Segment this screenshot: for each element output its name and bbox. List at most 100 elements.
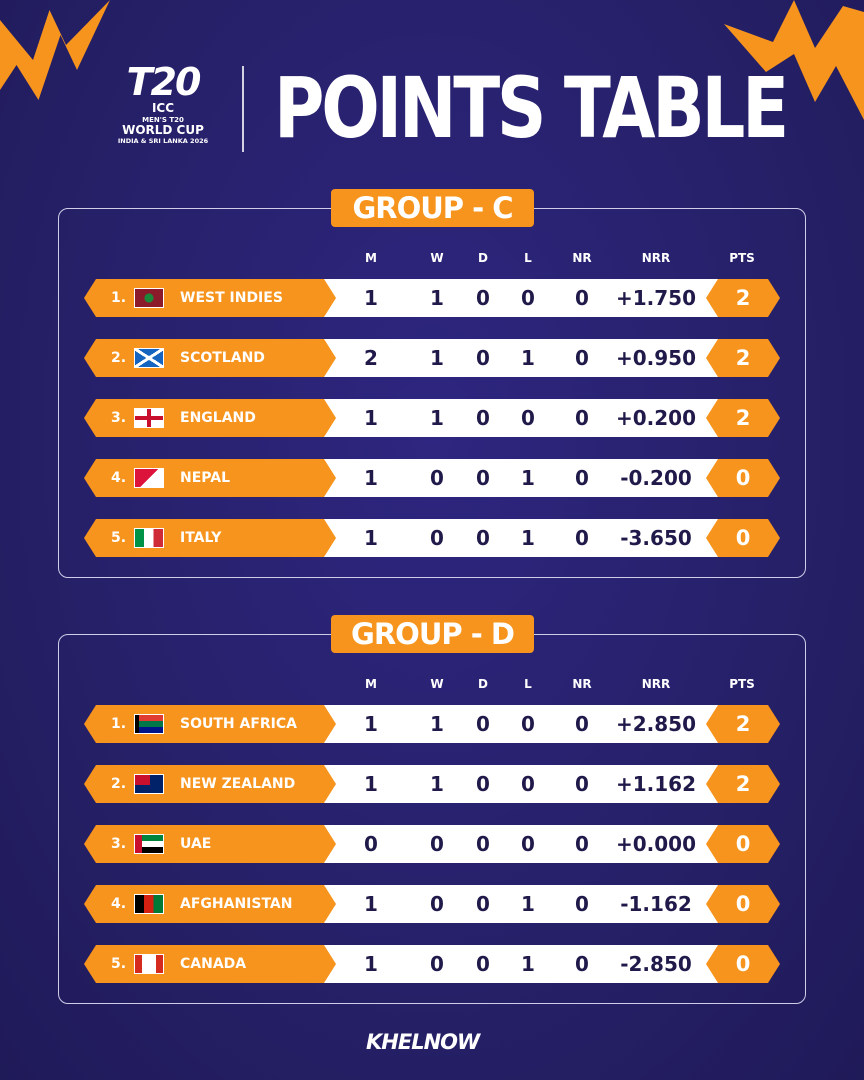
column-header: M [365, 677, 377, 691]
position: 5. [111, 956, 127, 972]
table-row: 5. ITALY 1 0 0 1 0 -3.650 0 [84, 519, 780, 557]
logo-mens: MEN'S T20 [142, 115, 184, 124]
cell-nr: 0 [575, 406, 589, 430]
logo-host: INDIA & SRI LANKA 2026 [117, 136, 209, 145]
stats-band [324, 765, 739, 803]
cell-d: 0 [476, 466, 490, 490]
team-name: SCOTLAND [180, 350, 265, 366]
cell-m: 1 [364, 952, 378, 976]
column-header: PTS [729, 251, 755, 265]
cell-m: 1 [364, 466, 378, 490]
cell-l: 1 [521, 346, 535, 370]
team-name: AFGHANISTAN [180, 896, 293, 912]
stats-band [324, 399, 739, 437]
stats-band [324, 339, 739, 377]
column-header: NR [572, 677, 592, 691]
cell-nr: 0 [575, 526, 589, 550]
cell-l: 0 [521, 772, 535, 796]
position: 4. [111, 896, 127, 912]
cell-nrr: +0.200 [615, 406, 697, 430]
khelnow-logo: KHELNOW [366, 1030, 480, 1054]
cell-d: 0 [476, 526, 490, 550]
cell-d: 0 [476, 892, 490, 916]
team-name: SOUTH AFRICA [180, 716, 297, 732]
cell-nr: 0 [575, 892, 589, 916]
points-badge: 2 [706, 705, 780, 743]
scotland-flag-icon [134, 348, 164, 368]
table-row: 1. WEST INDIES 1 1 0 0 0 +1.750 2 [84, 279, 780, 317]
cell-d: 0 [476, 286, 490, 310]
position: 5. [111, 530, 127, 546]
group-panel: GROUP - C M W D L NR NRR PTS 1. WEST INDIES 1 1 0… [58, 189, 806, 578]
cell-m: 1 [364, 526, 378, 550]
cell-w: 0 [430, 952, 444, 976]
stats-band [324, 519, 739, 557]
cell-nrr: +2.850 [615, 712, 697, 736]
position: 3. [111, 836, 127, 852]
cell-nrr: -2.850 [620, 952, 692, 976]
stats-band [324, 825, 739, 863]
column-header: PTS [729, 677, 755, 691]
position: 3. [111, 410, 127, 426]
table-row: 2. SCOTLAND 2 1 0 1 0 +0.950 2 [84, 339, 780, 377]
cell-d: 0 [476, 772, 490, 796]
cell-nr: 0 [575, 466, 589, 490]
cell-nrr: +1.162 [615, 772, 697, 796]
cell-w: 0 [430, 466, 444, 490]
cell-nr: 0 [575, 952, 589, 976]
points-badge: 2 [706, 765, 780, 803]
team-name: UAE [180, 836, 212, 852]
cell-nrr: +1.750 [615, 286, 697, 310]
table-row: 1. SOUTH AFRICA 1 1 0 0 0 +2.850 2 [84, 705, 780, 743]
logo-t20: T20 [126, 60, 202, 104]
team-band: 4. AFGHANISTAN [84, 885, 336, 923]
column-header: W [430, 251, 444, 265]
cell-l: 0 [521, 406, 535, 430]
header-divider [242, 66, 244, 152]
team-band: 3. ENGLAND [84, 399, 336, 437]
position: 4. [111, 470, 127, 486]
column-header: NRR [641, 677, 671, 691]
points-badge: 2 [706, 399, 780, 437]
column-header: L [524, 251, 532, 265]
cell-nrr: +0.950 [615, 346, 697, 370]
cell-w: 0 [430, 526, 444, 550]
cell-m: 1 [364, 892, 378, 916]
stats-band [324, 459, 739, 497]
cell-w: 1 [430, 712, 444, 736]
cell-nrr: -3.650 [620, 526, 692, 550]
team-band: 2. NEW ZEALAND [84, 765, 336, 803]
points-badge: 0 [706, 885, 780, 923]
south-africa-flag-icon [134, 714, 164, 734]
stats-band [324, 279, 739, 317]
table-row: 2. NEW ZEALAND 1 1 0 0 0 +1.162 2 [84, 765, 780, 803]
cell-w: 1 [430, 772, 444, 796]
position: 2. [111, 776, 127, 792]
group-title: GROUP - D [331, 615, 534, 653]
uae-flag-icon [134, 834, 164, 854]
cell-l: 1 [521, 952, 535, 976]
cell-d: 0 [476, 712, 490, 736]
team-name: WEST INDIES [180, 290, 283, 306]
cell-w: 0 [430, 892, 444, 916]
west-indies-flag-icon [134, 288, 164, 308]
cell-l: 0 [521, 712, 535, 736]
team-band: 1. WEST INDIES [84, 279, 336, 317]
cell-l: 1 [521, 526, 535, 550]
table-row: 5. CANADA 1 0 0 1 0 -2.850 0 [84, 945, 780, 983]
italy-flag-icon [134, 528, 164, 548]
logo-event: WORLD CUP [122, 122, 204, 137]
team-band: 2. SCOTLAND [84, 339, 336, 377]
cell-nr: 0 [575, 712, 589, 736]
cell-nr: 0 [575, 832, 589, 856]
cell-l: 0 [521, 832, 535, 856]
table-row: 3. ENGLAND 1 1 0 0 0 +0.200 2 [84, 399, 780, 437]
column-header: D [478, 677, 488, 691]
table-row: 4. AFGHANISTAN 1 0 0 1 0 -1.162 0 [84, 885, 780, 923]
cell-nrr: -1.162 [620, 892, 692, 916]
position: 2. [111, 350, 127, 366]
new-zealand-flag-icon [134, 774, 164, 794]
cell-m: 1 [364, 772, 378, 796]
column-header: NRR [641, 251, 671, 265]
cell-d: 0 [476, 406, 490, 430]
